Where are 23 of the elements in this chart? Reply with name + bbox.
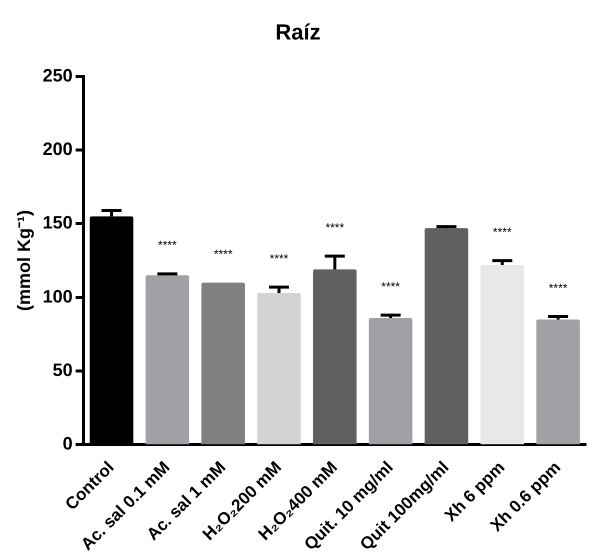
y-tick-label: 50 [52,360,73,380]
y-tick-label: 0 [62,434,73,454]
bar [368,318,412,444]
data-label: **** [325,220,344,234]
bar [257,292,301,444]
data-label: **** [381,279,400,294]
bar [536,319,580,444]
data-label: **** [492,224,512,239]
data-label: **** [158,238,178,252]
y-axis-title: (mmol Kg⁻¹) [14,210,34,312]
bar [424,228,468,444]
y-tick-label: 200 [42,139,73,160]
data-label: **** [270,251,289,266]
data-label: **** [214,246,233,261]
y-tick-label: 250 [42,65,73,86]
y-tick-label: 150 [42,212,73,233]
bar [201,282,245,444]
y-tick-label: 100 [42,286,73,306]
bar [480,264,524,444]
chart-title: Raíz [275,19,321,44]
data-label: **** [548,280,568,295]
bar [146,275,190,444]
bar [313,269,357,444]
